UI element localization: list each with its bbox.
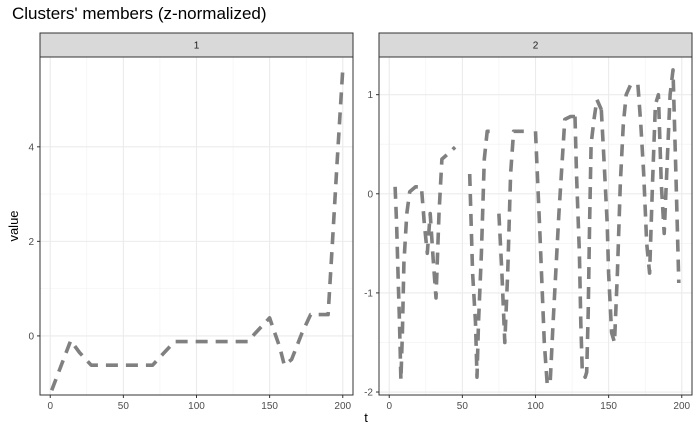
x-tick-label: 50 (118, 401, 130, 412)
x-tick-label: 0 (386, 401, 392, 412)
x-tick-label: 150 (600, 401, 617, 412)
series-line (636, 68, 681, 284)
facet-strip-label: 2 (533, 41, 539, 52)
x-tick-label: 50 (457, 401, 469, 412)
x-tick-label: 200 (334, 401, 351, 412)
x-axis-title: t (364, 410, 368, 425)
y-tick-label: 2 (28, 237, 34, 248)
series-line (497, 129, 524, 345)
series-line (467, 129, 492, 380)
x-tick-label: 100 (527, 401, 544, 412)
series-line (573, 97, 603, 380)
y-tick-label: 1 (367, 90, 373, 101)
series-line (533, 114, 575, 386)
series-line (599, 83, 638, 345)
x-tick-label: 100 (188, 401, 205, 412)
facet-strip (39, 32, 354, 58)
y-tick-label: 0 (367, 189, 373, 200)
x-tick-label: 150 (261, 401, 278, 412)
y-tick-label: -1 (364, 288, 373, 299)
series-line (393, 145, 457, 382)
facet-strip (378, 32, 693, 58)
x-tick-label: 0 (47, 401, 53, 412)
series-line (50, 68, 345, 391)
y-tick-label: 0 (28, 331, 34, 342)
facet-strip-label: 1 (194, 41, 200, 52)
chart-title: Clusters' members (z-normalized) (12, 4, 267, 23)
y-tick-label: -2 (364, 388, 373, 399)
y-tick-label: 4 (28, 142, 34, 153)
x-tick-label: 200 (673, 401, 690, 412)
y-axis-title: value (6, 210, 21, 241)
